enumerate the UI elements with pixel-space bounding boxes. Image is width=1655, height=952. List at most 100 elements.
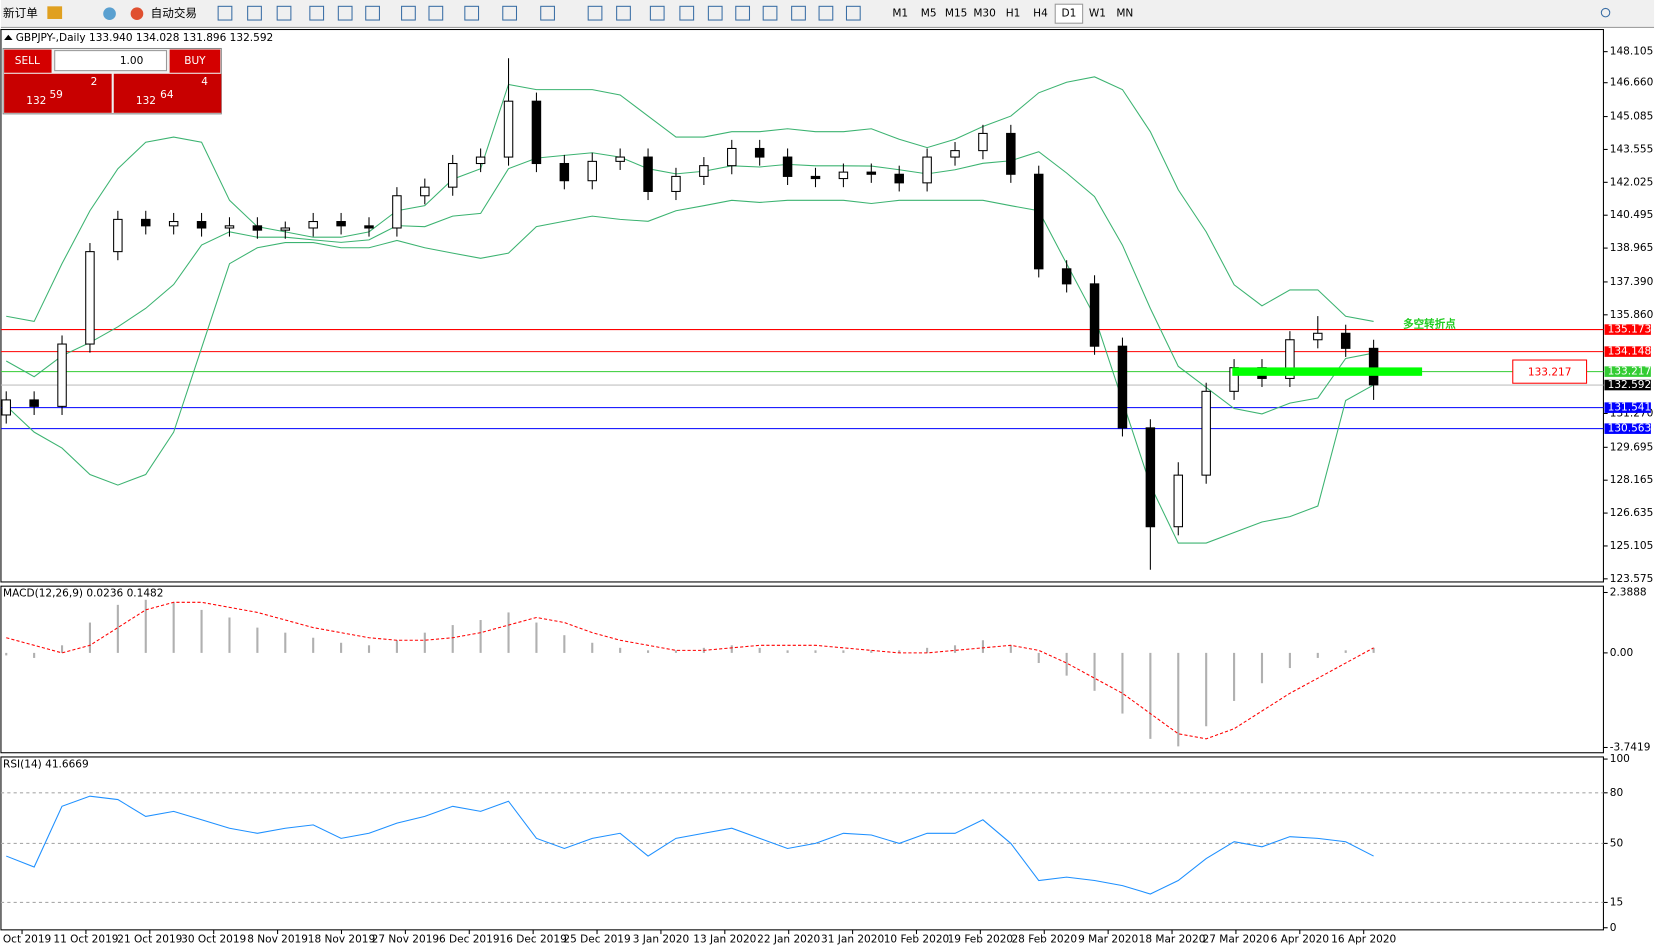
y-tick-label: 100 bbox=[1610, 753, 1630, 765]
y-tick-label: 128.165 bbox=[1610, 474, 1654, 486]
candle-body bbox=[1145, 427, 1156, 528]
timeframe[interactable]: W1 bbox=[1089, 8, 1106, 20]
x-tick-label: 27 Mar 2020 bbox=[1203, 933, 1270, 945]
timeframe[interactable]: D1 bbox=[1062, 8, 1077, 20]
marker-label: 133.217 bbox=[1528, 367, 1572, 379]
timeframes: M1 M5 M15 M30 H1 H4 D1 W1 MN bbox=[892, 3, 1133, 24]
tool-icon[interactable] bbox=[365, 5, 380, 21]
candle-body bbox=[894, 173, 904, 184]
candle-body bbox=[1340, 332, 1351, 349]
tool-icon[interactable] bbox=[309, 5, 325, 21]
tool-icon[interactable] bbox=[502, 5, 518, 21]
search-icon[interactable] bbox=[1600, 7, 1611, 18]
candle-body bbox=[141, 218, 151, 227]
main-pane bbox=[0, 28, 1604, 583]
timeframe[interactable]: H1 bbox=[1006, 8, 1021, 20]
candle-body bbox=[978, 132, 988, 152]
tool-icon[interactable] bbox=[540, 5, 555, 21]
tool-icon[interactable] bbox=[735, 5, 751, 21]
auto-trading-button[interactable]: 自动交易 bbox=[151, 6, 197, 20]
collapse-icon[interactable] bbox=[4, 34, 13, 41]
candle-body bbox=[810, 175, 821, 180]
tool-icon[interactable] bbox=[762, 5, 778, 21]
toolbar bbox=[0, 0, 1655, 28]
x-tick-label: 11 Oct 2019 bbox=[53, 933, 118, 945]
x-tick-label: 18 Mar 2020 bbox=[1139, 933, 1206, 945]
y-tick-label: 137.390 bbox=[1610, 276, 1654, 288]
bid-box[interactable] bbox=[4, 73, 112, 113]
x-tick-label: 10 Feb 2020 bbox=[884, 933, 950, 945]
sell-button[interactable] bbox=[4, 49, 52, 73]
tool-icon[interactable] bbox=[428, 5, 444, 21]
macd-pane bbox=[0, 585, 1604, 754]
tool-icon[interactable] bbox=[337, 5, 353, 21]
candle-body bbox=[447, 162, 458, 188]
candle-body bbox=[671, 175, 681, 192]
y-tick-label: 0.00 bbox=[1610, 647, 1633, 659]
tool-icon[interactable] bbox=[401, 5, 416, 21]
tool-icon[interactable] bbox=[464, 5, 480, 21]
icon[interactable] bbox=[103, 7, 116, 21]
candle-body bbox=[587, 160, 597, 182]
timeframe[interactable]: M15 bbox=[945, 8, 968, 20]
tool-icon[interactable] bbox=[247, 5, 262, 21]
y-tick-label: 0 bbox=[1610, 922, 1617, 934]
y-tick-label: 135.860 bbox=[1610, 309, 1654, 321]
bollinger-band bbox=[5, 151, 1374, 415]
timeframe[interactable]: H4 bbox=[1033, 8, 1048, 20]
x-tick-label: 25 Dec 2019 bbox=[563, 933, 630, 945]
x-tick-label: 28 Feb 2020 bbox=[1011, 933, 1077, 945]
y-tick-label: 125.105 bbox=[1610, 540, 1654, 552]
y-tick-label: 50 bbox=[1610, 837, 1623, 849]
tool-icon[interactable] bbox=[587, 5, 603, 21]
timeframe[interactable]: M1 bbox=[892, 8, 908, 20]
candle-body bbox=[1173, 474, 1184, 528]
macd-signal bbox=[6, 601, 1374, 740]
ask-box[interactable] bbox=[113, 73, 222, 113]
tool-icon[interactable] bbox=[679, 5, 695, 21]
candle-body bbox=[392, 195, 402, 229]
candle-body bbox=[29, 399, 39, 407]
turning-point-bar bbox=[1232, 367, 1423, 376]
new-order-button[interactable]: 新订单 bbox=[3, 6, 38, 20]
icon[interactable] bbox=[130, 7, 144, 21]
tool-icon[interactable] bbox=[217, 5, 233, 21]
y-tick-label: 126.635 bbox=[1610, 507, 1654, 519]
x-tick-label: 27 Nov 2019 bbox=[372, 933, 439, 945]
candle-body bbox=[1117, 345, 1128, 429]
sell-label[interactable]: SELL bbox=[15, 55, 40, 67]
tool-icon[interactable] bbox=[276, 5, 292, 21]
volume[interactable]: 1.00 bbox=[120, 55, 143, 67]
buy-label[interactable]: BUY bbox=[184, 55, 206, 67]
candle-body bbox=[1006, 132, 1016, 175]
y-tick-label: 80 bbox=[1610, 787, 1623, 799]
candle-body bbox=[57, 343, 67, 407]
timeframe[interactable]: M5 bbox=[921, 8, 937, 20]
tool-icon[interactable] bbox=[649, 5, 665, 21]
candle-body bbox=[782, 156, 793, 177]
active-timeframe[interactable] bbox=[1054, 3, 1084, 24]
icon[interactable] bbox=[47, 6, 63, 19]
y-tick-label: 143.555 bbox=[1610, 143, 1654, 155]
tool-icon[interactable] bbox=[616, 5, 631, 21]
timeframe[interactable]: M30 bbox=[973, 8, 996, 20]
candle-body bbox=[1033, 173, 1044, 270]
candle-body bbox=[754, 147, 765, 158]
timeframe[interactable]: MN bbox=[1116, 8, 1133, 20]
candle-body bbox=[1313, 332, 1323, 341]
x-tick-label: 30 Oct 2019 bbox=[181, 933, 246, 945]
candle-body bbox=[531, 100, 542, 165]
y-tick-label: 138.965 bbox=[1610, 242, 1654, 254]
candle-body bbox=[475, 156, 486, 165]
level-label-box bbox=[1604, 423, 1651, 434]
volume-input[interactable] bbox=[54, 50, 168, 72]
candle-body bbox=[922, 156, 932, 184]
buy-button[interactable] bbox=[169, 49, 221, 73]
x-tick-label: 6 Dec 2019 bbox=[439, 933, 500, 945]
tool-icon[interactable] bbox=[845, 5, 861, 21]
tool-icon[interactable] bbox=[707, 5, 723, 21]
tool-icon[interactable] bbox=[791, 5, 806, 21]
bid-pips: 59 bbox=[49, 89, 62, 101]
tool-icon[interactable] bbox=[818, 5, 834, 21]
bid-frac: 2 bbox=[91, 76, 98, 88]
